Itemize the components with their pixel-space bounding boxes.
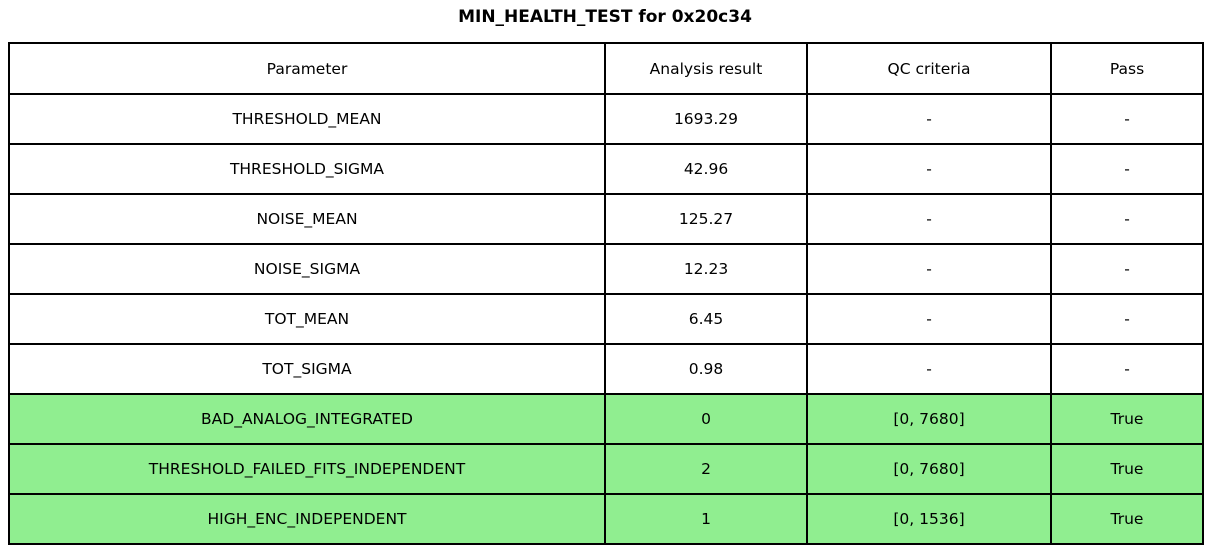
cell-analysis-result: 0.98 <box>604 343 808 395</box>
cell-analysis-result: 0 <box>604 393 808 445</box>
cell-qc-criteria: - <box>806 193 1052 245</box>
cell-parameter: THRESHOLD_MEAN <box>8 93 606 145</box>
cell-analysis-result: 12.23 <box>604 243 808 295</box>
cell-parameter: TOT_MEAN <box>8 293 606 345</box>
cell-qc-criteria: [0, 7680] <box>806 443 1052 495</box>
table-body: THRESHOLD_MEAN 1693.29- - THRESHOLD_SIGMA 42… <box>8 93 1204 545</box>
table-row: THRESHOLD_MEAN 1693.29- - <box>8 93 1204 145</box>
table-row: NOISE_SIGMA 12.23- - <box>8 243 1204 295</box>
column-header-pass: Pass <box>1050 42 1204 95</box>
cell-pass: True <box>1050 443 1204 495</box>
cell-qc-criteria: [0, 7680] <box>806 393 1052 445</box>
cell-analysis-result: 1693.29 <box>604 93 808 145</box>
cell-pass: True <box>1050 493 1204 545</box>
page-title: MIN_HEALTH_TEST for 0x20c34 <box>458 7 752 27</box>
results-table: Parameter Analysis result QC criteria Pa… <box>8 42 1204 545</box>
cell-analysis-result: 6.45 <box>604 293 808 345</box>
cell-qc-criteria: - <box>806 143 1052 195</box>
cell-parameter: THRESHOLD_SIGMA <box>8 143 606 195</box>
cell-parameter: THRESHOLD_FAILED_FITS_INDEPENDENT <box>8 443 606 495</box>
table-row: NOISE_MEAN 125.27- - <box>8 193 1204 245</box>
cell-pass: - <box>1050 93 1204 145</box>
cell-parameter: TOT_SIGMA <box>8 343 606 395</box>
cell-analysis-result: 42.96 <box>604 143 808 195</box>
table-header-row: Parameter Analysis result QC criteria Pa… <box>8 42 1204 95</box>
cell-qc-criteria: - <box>806 243 1052 295</box>
cell-analysis-result: 1 <box>604 493 808 545</box>
table-row: THRESHOLD_SIGMA 42.96- - <box>8 143 1204 195</box>
cell-parameter: NOISE_MEAN <box>8 193 606 245</box>
column-header-qc-criteria: QC criteria <box>806 42 1052 95</box>
table-row: THRESHOLD_FAILED_FITS_INDEPENDENT 2 [0, 76… <box>8 443 1204 495</box>
table-row: TOT_SIGMA 0.98- - <box>8 343 1204 395</box>
cell-pass: - <box>1050 343 1204 395</box>
table-row: BAD_ANALOG_INTEGRATED 0 [0, 7680] True <box>8 393 1204 445</box>
cell-qc-criteria: - <box>806 93 1052 145</box>
table-row: HIGH_ENC_INDEPENDENT 1 [0, 1536] True <box>8 493 1204 545</box>
cell-pass: - <box>1050 243 1204 295</box>
cell-qc-criteria: - <box>806 343 1052 395</box>
cell-parameter: HIGH_ENC_INDEPENDENT <box>8 493 606 545</box>
column-header-parameter: Parameter <box>8 42 606 95</box>
table-row: TOT_MEAN 6.45- - <box>8 293 1204 345</box>
cell-analysis-result: 125.27 <box>604 193 808 245</box>
cell-analysis-result: 2 <box>604 443 808 495</box>
cell-pass: True <box>1050 393 1204 445</box>
cell-qc-criteria: [0, 1536] <box>806 493 1052 545</box>
cell-parameter: BAD_ANALOG_INTEGRATED <box>8 393 606 445</box>
cell-pass: - <box>1050 193 1204 245</box>
cell-parameter: NOISE_SIGMA <box>8 243 606 295</box>
cell-qc-criteria: - <box>806 293 1052 345</box>
cell-pass: - <box>1050 143 1204 195</box>
column-header-analysis-result: Analysis result <box>604 42 808 95</box>
cell-pass: - <box>1050 293 1204 345</box>
